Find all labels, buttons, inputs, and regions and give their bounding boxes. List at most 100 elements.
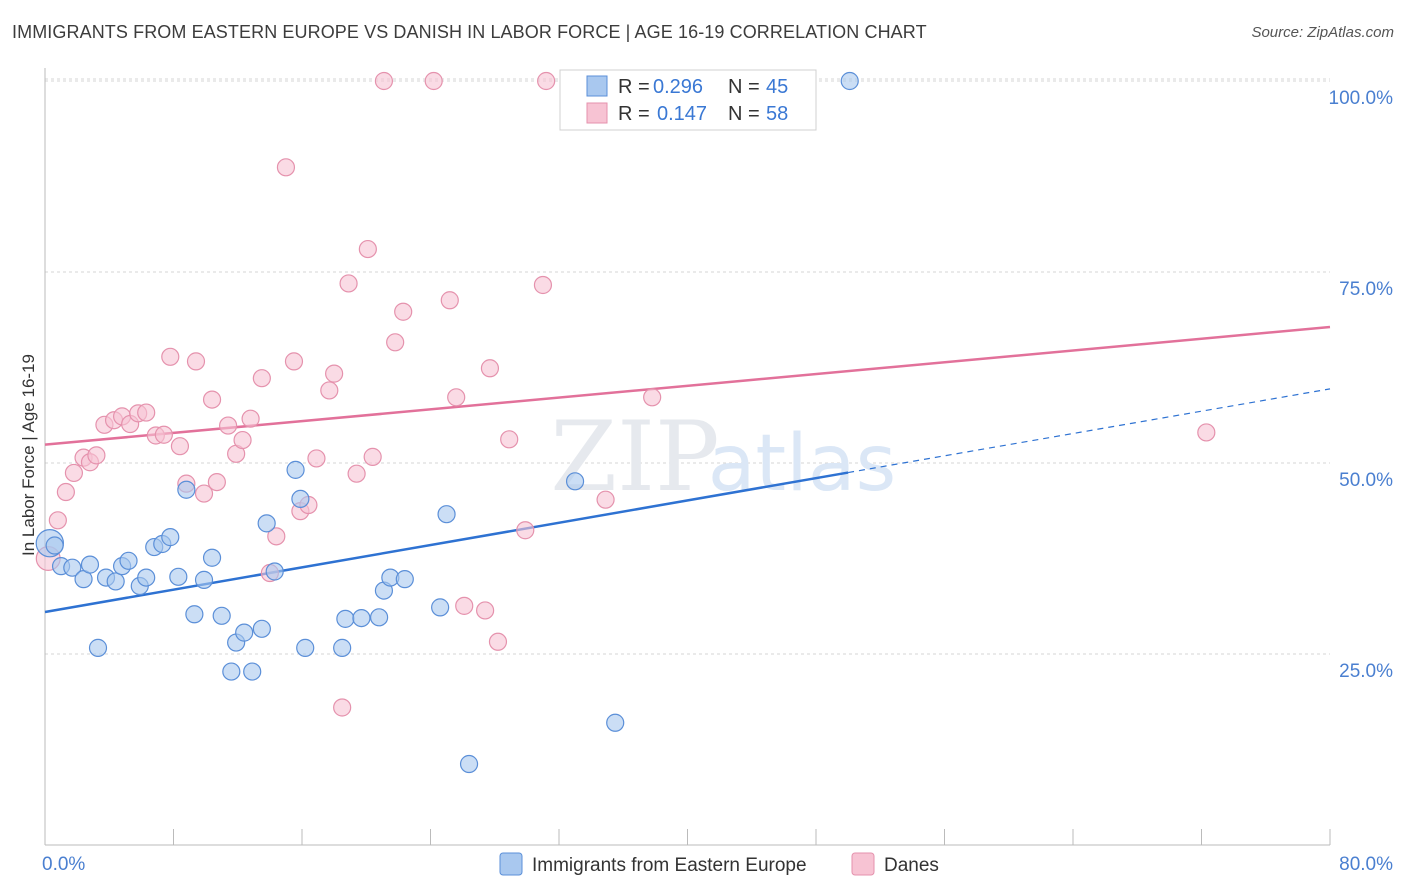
point-danes: [207, 473, 226, 492]
point-immigrants: [606, 713, 625, 732]
point-danes: [447, 388, 466, 407]
series-legend-swatch-immigrants: [499, 852, 523, 876]
point-danes: [363, 447, 382, 466]
point-immigrants: [265, 562, 284, 581]
point-danes: [424, 71, 443, 91]
point-immigrants: [243, 662, 262, 681]
chart-title: IMMIGRANTS FROM EASTERN EUROPE VS DANISH…: [12, 22, 927, 42]
watermark: ZIP atlas: [550, 401, 896, 513]
point-danes: [87, 446, 106, 465]
point-immigrants: [119, 551, 138, 570]
point-danes: [202, 390, 222, 409]
point-immigrants: [352, 608, 371, 628]
axes: [44, 68, 1331, 846]
watermark-zip: ZIP: [550, 401, 719, 513]
y-axis-label: In Labor Force | Age 16-19: [19, 354, 38, 556]
point-immigrants: [431, 598, 450, 617]
y-tick-label: 100.0%: [1329, 88, 1394, 109]
point-danes: [170, 437, 190, 456]
point-immigrants: [222, 662, 241, 681]
watermark-atlas: atlas: [708, 419, 897, 509]
point-danes: [394, 302, 413, 321]
x-tick-label-max: 80.0%: [1339, 854, 1393, 875]
stats-legend-swatch-blue: [586, 75, 608, 97]
trend-line-immigrants: [44, 471, 849, 614]
point-immigrants: [565, 472, 585, 491]
point-danes: [643, 388, 662, 407]
point-immigrants: [161, 528, 180, 547]
point-immigrants: [296, 638, 315, 657]
point-immigrants: [257, 514, 276, 533]
point-immigrants: [370, 608, 389, 627]
point-danes: [1197, 423, 1216, 442]
point-danes: [219, 416, 238, 435]
point-danes: [56, 482, 75, 502]
point-danes: [233, 430, 252, 450]
point-immigrants: [177, 480, 196, 499]
point-danes: [267, 527, 286, 546]
stats-r-value-blue: 0.296: [653, 76, 703, 98]
point-danes: [194, 484, 214, 503]
trend-line-immigrants-extension: [848, 388, 1331, 474]
x-tick-label-min: 0.0%: [42, 854, 85, 875]
point-danes: [500, 430, 519, 449]
point-danes: [374, 71, 394, 91]
point-immigrants: [437, 505, 456, 524]
point-immigrants: [459, 754, 479, 774]
trend-lines: [44, 325, 1331, 614]
grid-lines: [45, 78, 1330, 655]
point-danes: [537, 71, 556, 91]
stats-legend: R = 0.296 N = 45 R = 0.147 N = 58: [559, 69, 817, 131]
point-immigrants: [286, 460, 305, 479]
stats-r-label-blue: R =: [618, 76, 650, 98]
point-immigrants: [88, 638, 108, 657]
point-danes: [516, 521, 535, 540]
point-danes: [161, 347, 180, 366]
stats-n-value-pink: 58: [766, 103, 788, 125]
point-immigrants: [395, 570, 414, 589]
stats-n-label-blue: N =: [728, 76, 760, 98]
point-immigrants: [291, 489, 310, 509]
point-immigrants: [252, 619, 271, 638]
y-tick-label: 50.0%: [1339, 470, 1393, 491]
series-legend-swatch-danes: [851, 852, 875, 876]
stats-n-label-pink: N =: [728, 103, 760, 125]
stats-n-value-blue: 45: [766, 76, 788, 98]
point-danes: [347, 464, 366, 483]
point-danes: [137, 403, 156, 422]
point-danes: [284, 352, 304, 371]
point-immigrants: [336, 609, 355, 628]
point-immigrants: [169, 567, 188, 586]
point-immigrants: [333, 638, 352, 657]
point-danes: [596, 490, 615, 509]
point-immigrants: [235, 623, 254, 642]
point-danes: [333, 698, 352, 717]
point-immigrants: [202, 548, 222, 567]
point-danes: [358, 239, 377, 259]
point-danes: [339, 274, 358, 293]
point-danes: [476, 601, 495, 620]
series-legend: Immigrants from Eastern Europe Danes: [499, 852, 939, 876]
tick-labels: 25.0% 50.0% 75.0% 100.0% 0.0% 80.0%: [42, 88, 1393, 875]
point-danes: [440, 291, 459, 310]
point-danes: [241, 409, 260, 428]
series-legend-label-immigrants: Immigrants from Eastern Europe: [532, 855, 807, 876]
point-danes: [533, 275, 553, 295]
point-danes: [488, 632, 508, 651]
point-immigrants: [45, 536, 64, 555]
point-immigrants: [80, 555, 100, 574]
point-immigrants: [63, 558, 82, 577]
y-tick-label: 25.0%: [1339, 661, 1393, 682]
point-danes: [154, 425, 173, 444]
point-danes: [64, 463, 84, 483]
point-danes: [480, 359, 500, 378]
trend-line-danes: [44, 325, 1331, 446]
point-immigrants: [212, 606, 231, 625]
point-immigrants: [106, 572, 125, 591]
point-immigrants: [194, 570, 214, 589]
point-danes: [252, 369, 271, 388]
point-danes: [320, 381, 339, 400]
point-danes: [325, 364, 344, 383]
point-danes: [307, 449, 326, 468]
